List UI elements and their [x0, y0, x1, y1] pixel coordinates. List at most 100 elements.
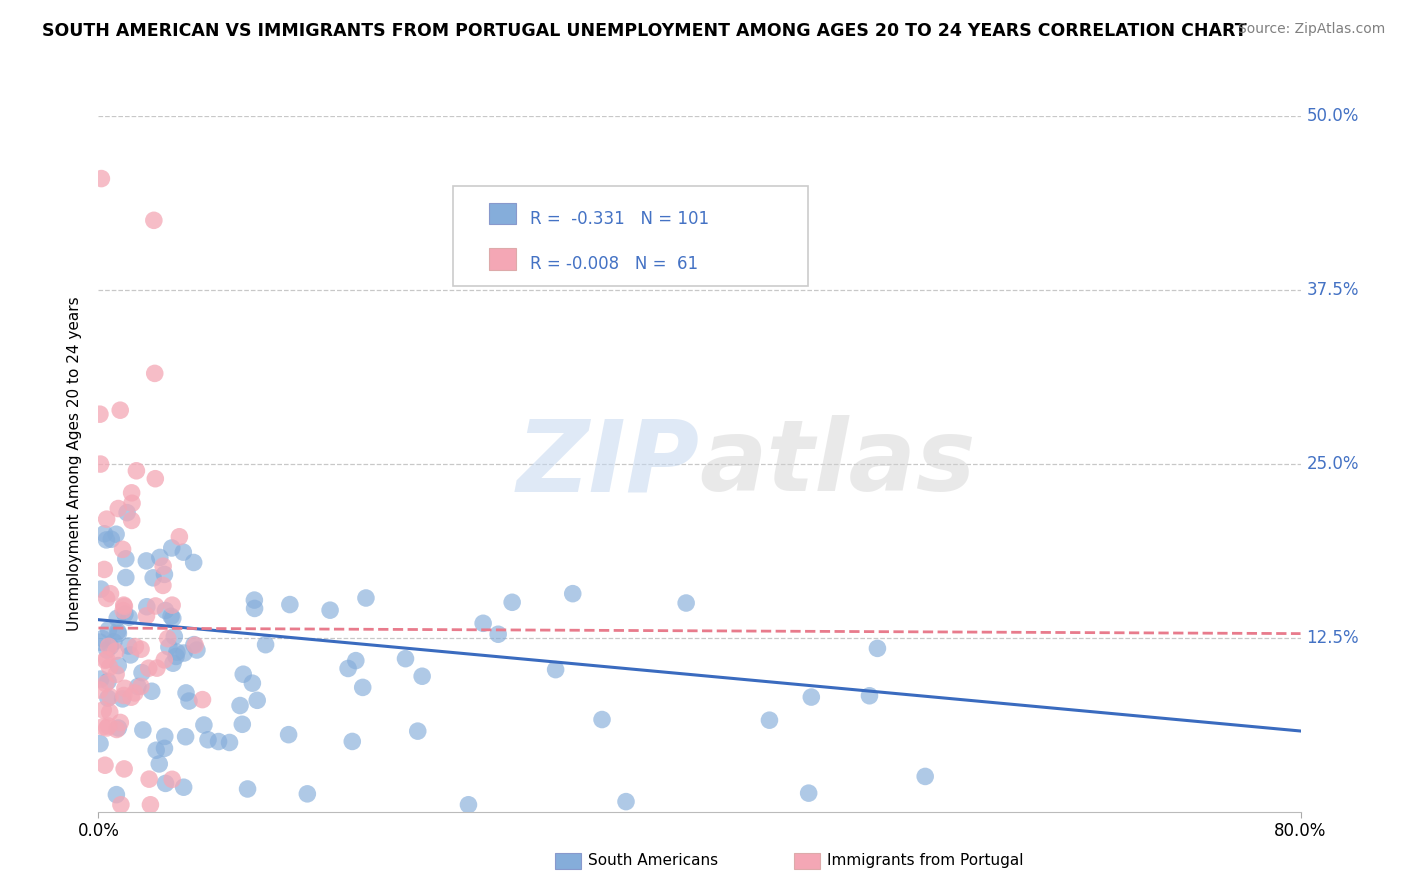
Point	[135, 599, 157, 614]
Text: 50.0%: 50.0%	[1306, 107, 1360, 125]
Point	[96, 652, 118, 666]
Point	[97, 640, 120, 654]
Point	[90, 672, 112, 686]
Point	[160, 772, 183, 787]
Point	[107, 624, 129, 639]
Point	[866, 641, 889, 656]
Point	[105, 667, 128, 681]
Point	[614, 795, 637, 809]
Point	[153, 741, 176, 756]
Point	[129, 642, 152, 657]
Point	[115, 506, 138, 520]
Point	[105, 611, 128, 625]
Point	[186, 643, 208, 657]
Text: Immigrants from Portugal: Immigrants from Portugal	[827, 854, 1024, 868]
Point	[132, 723, 155, 737]
Point	[97, 719, 120, 733]
Point	[156, 632, 179, 646]
Point	[91, 632, 114, 646]
Text: Source: ZipAtlas.com: Source: ZipAtlas.com	[1237, 22, 1385, 37]
Point	[394, 651, 416, 665]
Point	[110, 403, 132, 417]
Point	[155, 776, 177, 790]
Point	[758, 713, 780, 727]
Point	[100, 640, 122, 654]
Point	[218, 735, 240, 749]
Text: ZIP: ZIP	[516, 416, 699, 512]
Point	[112, 689, 135, 703]
Point	[142, 213, 165, 227]
Point	[173, 780, 195, 795]
Point	[142, 571, 165, 585]
Point	[89, 683, 111, 698]
Point	[138, 661, 160, 675]
Point	[797, 786, 820, 800]
Point	[125, 464, 148, 478]
Point	[93, 526, 115, 541]
Point	[91, 703, 114, 717]
Point	[97, 691, 120, 706]
Point	[90, 171, 112, 186]
Point	[240, 676, 263, 690]
Point	[184, 638, 207, 652]
Y-axis label: Unemployment Among Ages 20 to 24 years: Unemployment Among Ages 20 to 24 years	[67, 296, 83, 632]
Point	[177, 694, 200, 708]
Point	[143, 367, 166, 381]
Point	[229, 698, 252, 713]
Point	[107, 501, 129, 516]
Point	[243, 601, 266, 615]
Text: 12.5%: 12.5%	[1306, 629, 1360, 647]
Point	[277, 728, 299, 742]
Point	[152, 559, 174, 574]
Point	[174, 730, 197, 744]
Point	[157, 640, 180, 654]
Point	[354, 591, 377, 605]
Point	[278, 598, 301, 612]
Point	[89, 407, 111, 421]
Text: SOUTH AMERICAN VS IMMIGRANTS FROM PORTUGAL UNEMPLOYMENT AMONG AGES 20 TO 24 YEAR: SOUTH AMERICAN VS IMMIGRANTS FROM PORTUG…	[42, 22, 1247, 40]
Point	[121, 513, 143, 527]
Point	[105, 723, 128, 737]
Point	[591, 713, 613, 727]
Text: South Americans: South Americans	[588, 854, 718, 868]
Point	[352, 681, 374, 695]
Point	[103, 635, 125, 649]
Point	[207, 734, 229, 748]
Point	[114, 570, 136, 584]
Point	[135, 554, 157, 568]
Point	[96, 721, 118, 735]
Text: 25.0%: 25.0%	[1306, 455, 1360, 473]
Point	[174, 686, 197, 700]
FancyBboxPatch shape	[453, 186, 807, 286]
Point	[337, 661, 360, 675]
Point	[197, 732, 219, 747]
Point	[162, 657, 184, 671]
Point	[166, 645, 188, 659]
Point	[112, 599, 135, 614]
Point	[89, 737, 111, 751]
Point	[105, 788, 128, 802]
FancyBboxPatch shape	[489, 203, 516, 225]
Point	[139, 797, 162, 812]
Point	[114, 607, 136, 622]
Point	[114, 551, 136, 566]
Point	[173, 646, 195, 660]
Point	[183, 638, 205, 652]
Point	[120, 690, 142, 705]
Point	[152, 578, 174, 592]
Point	[160, 609, 183, 624]
Point	[138, 772, 160, 786]
Point	[246, 693, 269, 707]
FancyBboxPatch shape	[489, 248, 516, 269]
Point	[96, 512, 118, 526]
Point	[544, 663, 567, 677]
Point	[163, 630, 186, 644]
Point	[145, 743, 167, 757]
Point	[94, 676, 117, 690]
Point	[160, 598, 183, 612]
Point	[143, 472, 166, 486]
Point	[172, 545, 194, 559]
Point	[153, 567, 176, 582]
Point	[89, 457, 111, 471]
Point	[243, 593, 266, 607]
